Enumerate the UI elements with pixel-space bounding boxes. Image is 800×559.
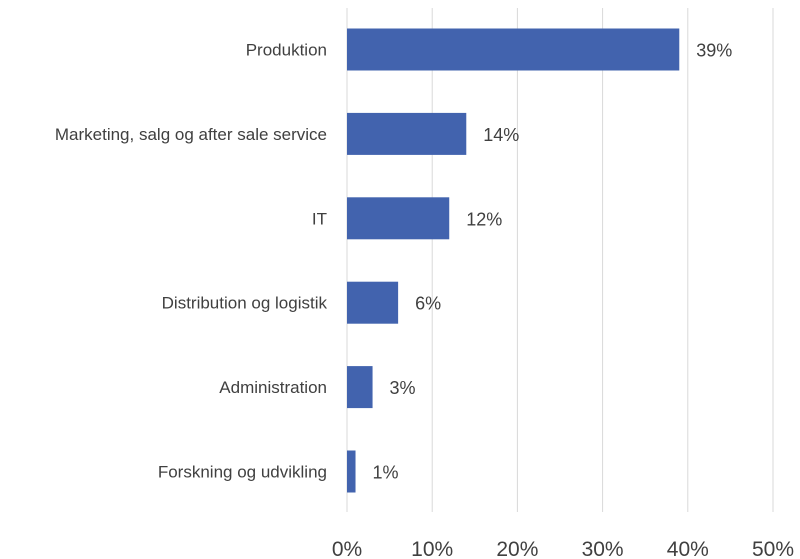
category-label: IT [312,209,327,228]
x-axis-ticks: 0% 10% 20% 30% 40% 50% [332,538,794,559]
category-labels: Produktion Marketing, salg og after sale … [55,41,328,482]
data-label: 12% [466,209,502,229]
data-label: 1% [373,463,399,483]
x-tick-label: 30% [582,538,624,559]
gridlines [346,8,774,512]
x-tick-label: 10% [411,538,453,559]
data-label: 6% [415,294,441,314]
data-label: 39% [696,41,732,61]
x-tick-label: 20% [496,538,538,559]
bar [347,366,373,409]
bar [347,281,399,324]
data-labels: 39% 14% 12% 6% 3% 1% [373,41,733,483]
bar [347,28,680,71]
x-tick-label: 50% [752,538,794,559]
category-label: Administration [219,378,327,397]
bars [347,28,680,493]
data-label: 14% [483,125,519,145]
category-label: Produktion [246,41,327,60]
x-tick-label: 0% [332,538,362,559]
x-tick-label: 40% [667,538,709,559]
bar [347,197,450,240]
category-label: Distribution og logistik [162,294,328,313]
data-label: 3% [390,378,416,398]
category-label: Forskning og udvikling [158,463,327,482]
category-label: Marketing, salg og after sale service [55,125,327,144]
bar [347,450,356,493]
bar [347,112,467,155]
